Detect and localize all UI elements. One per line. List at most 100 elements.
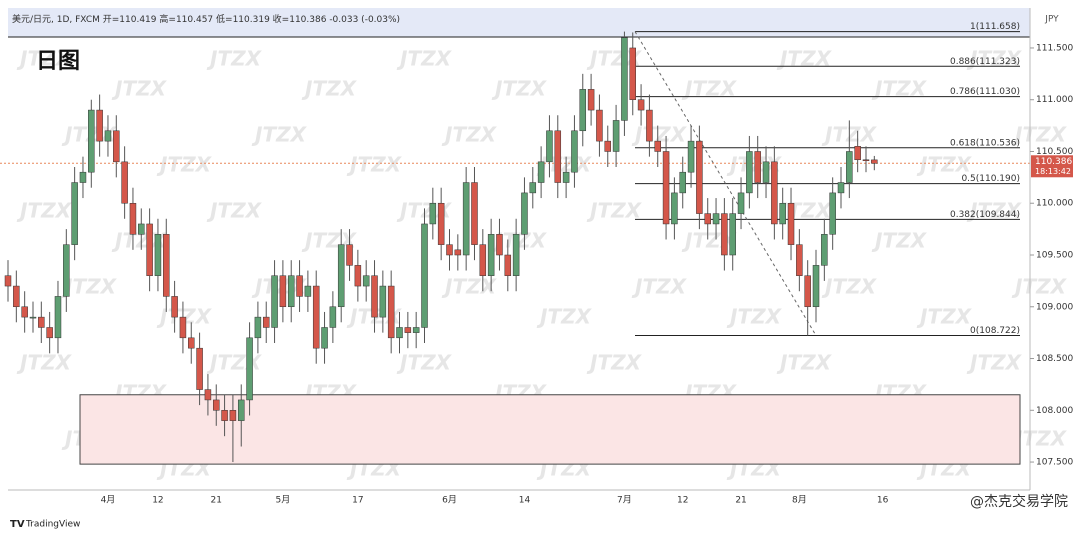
candle-body	[704, 213, 711, 225]
candle-body	[179, 316, 187, 339]
open-value: 110.419	[119, 15, 156, 25]
x-tick-label: 12	[152, 496, 163, 506]
watermark: JTZX	[491, 77, 548, 101]
high-label: 高=	[159, 13, 176, 25]
watermark: JTZX	[776, 351, 833, 375]
candle-body	[362, 275, 370, 287]
candle-body	[662, 151, 670, 225]
candle-body	[54, 296, 62, 339]
candle-body	[71, 182, 78, 245]
high-value: 110.457	[176, 15, 213, 25]
y-tick-label: 110.000	[1036, 199, 1073, 209]
logo: TV	[10, 519, 25, 530]
watermark: JTZX	[536, 305, 593, 329]
candle-body	[454, 249, 462, 256]
candle-body	[254, 316, 262, 339]
watermark: JTZX	[301, 77, 358, 101]
candle-body	[671, 192, 678, 225]
fib-label: 0.886(111.323)	[950, 57, 1020, 67]
countdown: 18:13:42	[1035, 167, 1071, 176]
candle-body	[696, 140, 703, 214]
low-label: 低=	[216, 13, 233, 25]
fib-label: 0.382(109.844)	[950, 210, 1020, 220]
candle-body	[4, 275, 12, 287]
candle-body	[712, 213, 720, 225]
candle-body	[521, 192, 528, 235]
close-label: 收=	[273, 13, 290, 25]
x-tick-label: 12	[677, 496, 688, 506]
candle-body	[262, 316, 270, 328]
candle-body	[321, 327, 328, 349]
y-tick-label: 111.500	[1036, 43, 1073, 53]
close-value: 110.386	[289, 15, 326, 25]
y-tick-label: 108.000	[1036, 406, 1073, 416]
candle-body	[579, 89, 587, 132]
price-tag	[1031, 155, 1073, 178]
candle-body	[587, 89, 595, 111]
candle-body	[29, 316, 37, 319]
candle-body	[729, 213, 736, 256]
candle-body	[121, 161, 128, 204]
candle-body	[871, 159, 878, 164]
watermark: JTZX	[16, 199, 73, 223]
candle-body	[612, 120, 620, 152]
plot: 1(111.658) 0.886(111.323) 0.786(111.030) 0.…	[0, 22, 1030, 465]
candle-body	[554, 130, 562, 183]
candle-body	[79, 171, 87, 183]
watermark: JTZX	[681, 229, 738, 253]
y-tick-label: 110.500	[1036, 147, 1073, 157]
candle-body	[246, 337, 253, 401]
candle-body	[138, 223, 145, 235]
candle-body	[387, 285, 395, 339]
candle-body	[487, 234, 495, 276]
watermark: JTZX	[16, 351, 73, 375]
candle-body	[213, 399, 220, 411]
candle-body	[737, 192, 745, 214]
watermark: JTZX	[206, 351, 263, 375]
candle-body	[646, 109, 653, 142]
candle-body	[104, 130, 112, 142]
watermark: JTZX	[441, 123, 498, 147]
candle-body	[312, 285, 320, 349]
watermark: JTZX	[16, 47, 73, 71]
candle-body	[337, 244, 345, 308]
candle-body	[88, 109, 95, 173]
watermark: JTZX	[396, 47, 453, 71]
candle-body	[437, 202, 445, 245]
fib-label: 0.5(110.190)	[961, 174, 1020, 184]
candle-body	[846, 151, 853, 183]
open-label: 开=	[103, 14, 120, 25]
fib-label: 1(111.658)	[970, 22, 1020, 32]
candle-body	[512, 234, 520, 276]
candle-body	[621, 37, 628, 121]
watermark: JTZX	[251, 123, 308, 147]
candle-body	[529, 182, 537, 194]
candle-body	[371, 275, 378, 318]
support-zone	[79, 394, 1021, 465]
candle-body	[754, 151, 761, 183]
y-tick-label: 107.500	[1036, 458, 1073, 468]
candle-body	[21, 306, 28, 318]
candle-body	[571, 130, 578, 173]
candle-body	[412, 327, 420, 333]
candle-body	[721, 213, 728, 256]
candle-body	[654, 140, 661, 152]
watermark: JTZX	[586, 199, 643, 223]
candle-body	[379, 285, 387, 318]
candle-body	[13, 285, 20, 308]
brand: TradingView	[25, 520, 80, 530]
x-tick-label: 8月	[792, 495, 807, 506]
candle-body	[354, 265, 362, 287]
candle-body	[479, 244, 487, 276]
x-tick-label: 7月	[617, 495, 632, 506]
watermark: JTZX	[776, 47, 833, 71]
price-tag-value: 110.386	[1035, 157, 1072, 167]
watermark: JTZX	[1011, 275, 1068, 299]
candle-body	[38, 316, 45, 328]
candle-body	[862, 159, 870, 162]
candle-body	[96, 109, 103, 142]
candle-body	[471, 182, 478, 245]
watermark: JTZX	[586, 351, 643, 375]
candle-body	[771, 161, 778, 225]
